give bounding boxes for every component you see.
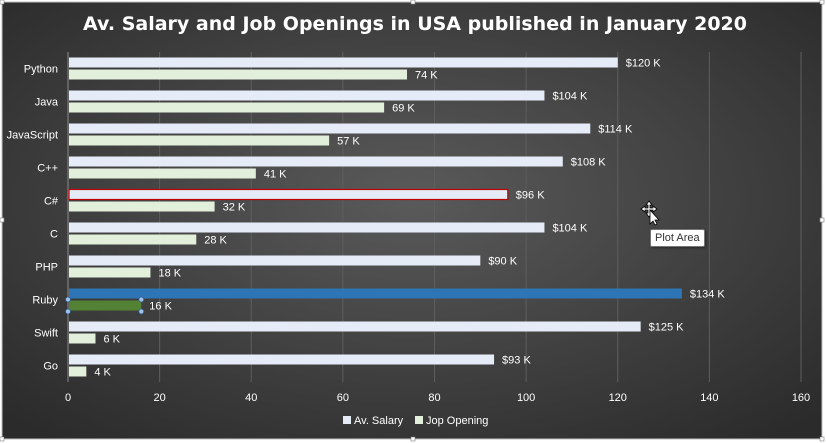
salary-bar-c-sharp[interactable]: [68, 188, 509, 201]
legend-label-opening[interactable]: Jop Opening: [426, 415, 488, 427]
opening-bar-php[interactable]: [69, 267, 151, 278]
frame-resize-handle[interactable]: [410, 0, 416, 5]
category-label-swift: Swift: [34, 328, 58, 340]
category-label-java: Java: [35, 97, 59, 109]
opening-data-label-javascript: 57 K: [337, 136, 360, 148]
category-label-c: C: [50, 229, 58, 241]
salary-bar-cpp[interactable]: [69, 156, 563, 167]
opening-bar-java[interactable]: [69, 102, 385, 113]
opening-data-label-php: 18 K: [158, 268, 181, 280]
opening-bar-ruby[interactable]: [69, 300, 142, 311]
frame-resize-handle[interactable]: [819, 436, 825, 442]
x-tick-label: 40: [245, 392, 257, 404]
opening-data-label-c-sharp: 32 K: [223, 202, 246, 214]
opening-data-label-c: 28 K: [204, 235, 227, 247]
opening-bar-c[interactable]: [69, 234, 197, 245]
salary-bar-swift[interactable]: [69, 321, 641, 332]
salary-data-label-javascript: $114 K: [598, 124, 633, 136]
salary-data-label-c-sharp: $96 K: [516, 190, 545, 202]
frame-resize-handle[interactable]: [0, 0, 5, 5]
opening-bar-python[interactable]: [69, 69, 408, 80]
chart-title: Av. Salary and Job Openings in USA publi…: [83, 13, 747, 35]
frame-resize-handle[interactable]: [410, 436, 416, 442]
selection-handle[interactable]: [65, 296, 71, 303]
salary-bar-java[interactable]: [69, 90, 545, 101]
salary-data-label-python: $120 K: [626, 58, 662, 70]
salary-bar-javascript[interactable]: [69, 123, 591, 134]
opening-data-label-python: 74 K: [415, 70, 438, 82]
salary-data-label-ruby: $134 K: [690, 289, 726, 301]
category-label-cpp: C++: [37, 163, 58, 175]
category-label-c-sharp: C#: [44, 196, 59, 208]
salary-bar-ruby[interactable]: [69, 288, 682, 299]
frame-resize-handle[interactable]: [819, 217, 825, 223]
salary-bar-php[interactable]: [69, 255, 481, 266]
opening-bar-javascript[interactable]: [69, 135, 330, 146]
legend-label-salary[interactable]: Av. Salary: [354, 415, 404, 427]
x-tick-label: 60: [337, 392, 349, 404]
opening-data-label-java: 69 K: [392, 103, 415, 115]
salary-data-label-cpp: $108 K: [571, 157, 607, 169]
frame-resize-handle[interactable]: [819, 0, 825, 5]
selection-handle[interactable]: [138, 308, 145, 315]
salary-data-label-php: $90 K: [488, 256, 517, 268]
salary-data-label-swift: $125 K: [649, 322, 685, 334]
x-tick-label: 160: [792, 392, 810, 404]
opening-bar-c-sharp[interactable]: [69, 201, 215, 212]
salary-bar-c[interactable]: [69, 222, 545, 233]
opening-bar-cpp[interactable]: [69, 168, 256, 179]
x-tick-label: 20: [154, 392, 166, 404]
legend-swatch-salary: [343, 416, 351, 424]
plot-area-tooltip: Plot Area: [650, 229, 705, 247]
x-tick-label: 0: [65, 392, 71, 404]
salary-data-label-go: $93 K: [502, 355, 531, 367]
salary-data-label-java: $104 K: [552, 91, 588, 103]
salary-bar-python[interactable]: [69, 57, 618, 68]
selection-handle[interactable]: [65, 308, 71, 315]
category-label-php: PHP: [35, 262, 58, 274]
legend-swatch-opening: [415, 416, 423, 424]
salary-bar-go[interactable]: [69, 354, 495, 365]
x-tick-label: 100: [517, 392, 535, 404]
frame-resize-handle[interactable]: [0, 217, 5, 223]
category-label-python: Python: [24, 64, 58, 76]
category-label-ruby: Ruby: [32, 295, 58, 307]
x-tick-label: 120: [609, 392, 627, 404]
opening-data-label-ruby: 16 K: [149, 301, 172, 313]
opening-data-label-go: 4 K: [94, 367, 111, 379]
frame-resize-handle[interactable]: [0, 436, 5, 442]
category-label-javascript: JavaScript: [7, 130, 58, 142]
opening-data-label-swift: 6 K: [103, 334, 120, 346]
opening-bar-swift[interactable]: [69, 333, 96, 344]
opening-data-label-cpp: 41 K: [264, 169, 287, 181]
x-tick-label: 80: [428, 392, 440, 404]
opening-bar-go[interactable]: [69, 366, 87, 377]
selection-handle[interactable]: [138, 296, 145, 303]
x-tick-label: 140: [700, 392, 718, 404]
category-label-go: Go: [43, 361, 58, 373]
salary-data-label-c: $104 K: [552, 223, 588, 235]
move-cursor-icon: [640, 200, 660, 226]
